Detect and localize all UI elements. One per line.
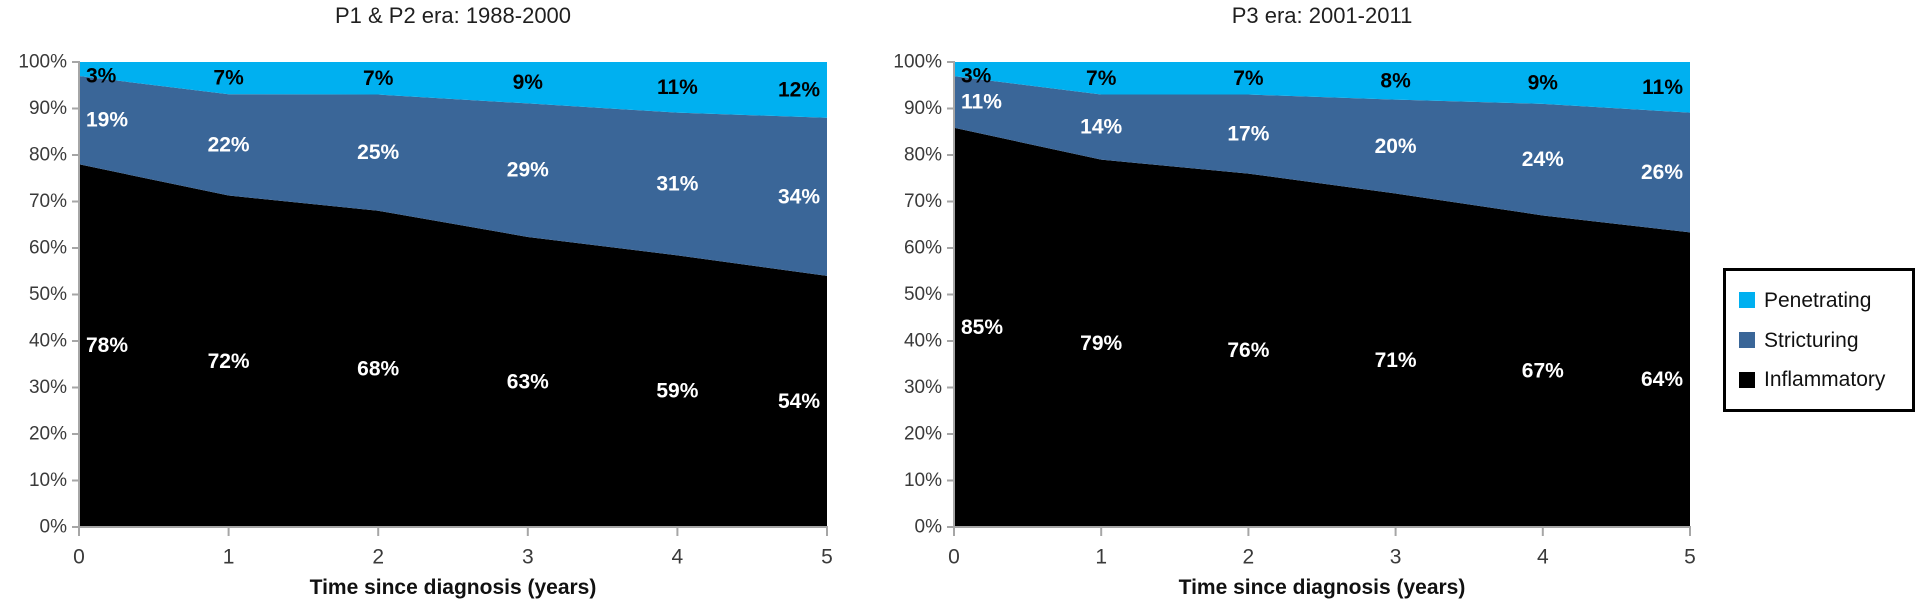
data-label-inflammatory: 64% bbox=[1641, 368, 1683, 391]
data-label-penetrating: 9% bbox=[513, 71, 544, 94]
y-tick-label: 100% bbox=[18, 52, 67, 73]
data-label-stricturing: 17% bbox=[1227, 123, 1269, 146]
data-label-stricturing: 19% bbox=[86, 109, 128, 132]
y-tick-label: 10% bbox=[29, 470, 67, 491]
legend-label: Inflammatory bbox=[1764, 368, 1886, 392]
x-tick-label: 0 bbox=[73, 546, 85, 569]
data-label-inflammatory: 76% bbox=[1227, 339, 1269, 362]
data-label-penetrating: 7% bbox=[1233, 67, 1264, 90]
data-label-inflammatory: 79% bbox=[1080, 332, 1122, 355]
x-tick-label: 5 bbox=[821, 546, 833, 569]
data-label-stricturing: 14% bbox=[1080, 116, 1122, 139]
x-tick-label: 3 bbox=[522, 546, 534, 569]
y-tick-label: 50% bbox=[904, 284, 942, 305]
data-label-penetrating: 8% bbox=[1380, 69, 1411, 92]
data-label-penetrating: 11% bbox=[657, 76, 698, 99]
area-inflammatory bbox=[79, 164, 827, 528]
area-inflammatory bbox=[954, 127, 1690, 528]
x-tick-label: 2 bbox=[372, 546, 384, 569]
y-tick-label: 60% bbox=[29, 238, 67, 259]
data-label-penetrating: 9% bbox=[1528, 71, 1559, 94]
x-tick-label: 5 bbox=[1684, 546, 1696, 569]
data-label-penetrating: 7% bbox=[213, 67, 244, 90]
data-label-inflammatory: 54% bbox=[778, 390, 820, 413]
y-tick-label: 20% bbox=[904, 424, 942, 445]
data-label-stricturing: 29% bbox=[507, 159, 549, 182]
chart-title-right: P3 era: 2001-2011 bbox=[1231, 3, 1413, 28]
x-tick-label: 0 bbox=[948, 546, 960, 569]
area-stricturing bbox=[954, 76, 1690, 233]
chart-title-left: P1 & P2 era: 1988-2000 bbox=[334, 3, 572, 28]
legend-item-inflammatory: Inflammatory bbox=[1739, 369, 1912, 390]
area-stricturing bbox=[79, 75, 827, 276]
data-label-penetrating: 12% bbox=[778, 78, 820, 101]
data-label-inflammatory: 59% bbox=[656, 380, 698, 403]
y-tick-label: 80% bbox=[904, 145, 942, 166]
data-label-stricturing: 26% bbox=[1641, 161, 1683, 184]
x-tick-label: 3 bbox=[1390, 546, 1402, 569]
data-label-inflammatory: 72% bbox=[208, 350, 250, 373]
legend-item-stricturing: Stricturing bbox=[1739, 330, 1912, 351]
y-tick-label: 80% bbox=[29, 145, 67, 166]
stricturing-swatch-icon bbox=[1739, 332, 1755, 348]
legend: Penetrating Stricturing Inflammatory bbox=[1723, 268, 1915, 412]
data-label-penetrating: 7% bbox=[1086, 67, 1117, 90]
data-label-penetrating: 11% bbox=[1642, 76, 1683, 99]
y-tick-label: 90% bbox=[904, 98, 942, 119]
data-label-inflammatory: 63% bbox=[507, 370, 549, 393]
data-label-penetrating: 3% bbox=[86, 65, 117, 88]
data-label-penetrating: 3% bbox=[961, 65, 992, 88]
y-tick-label: 40% bbox=[29, 331, 67, 352]
y-tick-label: 0% bbox=[915, 517, 943, 538]
y-tick-label: 60% bbox=[904, 238, 942, 259]
legend-item-penetrating: Penetrating bbox=[1739, 290, 1912, 311]
y-tick-label: 30% bbox=[904, 377, 942, 398]
x-tick-label: 1 bbox=[223, 546, 235, 569]
x-tick-label: 4 bbox=[1537, 546, 1549, 569]
y-tick-label: 0% bbox=[40, 517, 68, 538]
x-axis-title-right: Time since diagnosis (years) bbox=[1178, 576, 1466, 599]
data-label-inflammatory: 68% bbox=[357, 357, 399, 380]
data-label-inflammatory: 67% bbox=[1522, 360, 1564, 383]
y-tick-label: 70% bbox=[29, 191, 67, 212]
data-label-inflammatory: 78% bbox=[86, 334, 128, 357]
y-tick-label: 100% bbox=[893, 52, 942, 73]
data-label-inflammatory: 85% bbox=[961, 316, 1003, 339]
area-penetrating bbox=[954, 62, 1690, 113]
y-tick-label: 90% bbox=[29, 98, 67, 119]
data-label-stricturing: 31% bbox=[656, 173, 698, 196]
x-tick-label: 1 bbox=[1095, 546, 1107, 569]
y-tick-label: 40% bbox=[904, 331, 942, 352]
data-label-stricturing: 24% bbox=[1522, 148, 1564, 171]
x-tick-label: 2 bbox=[1243, 546, 1255, 569]
legend-label: Stricturing bbox=[1764, 328, 1859, 352]
y-tick-label: 70% bbox=[904, 191, 942, 212]
x-tick-label: 4 bbox=[672, 546, 684, 569]
data-label-stricturing: 22% bbox=[208, 133, 250, 156]
y-tick-label: 30% bbox=[29, 377, 67, 398]
inflammatory-swatch-icon bbox=[1739, 371, 1755, 388]
area-penetrating bbox=[79, 62, 827, 118]
data-label-stricturing: 34% bbox=[778, 185, 820, 208]
data-label-penetrating: 7% bbox=[363, 67, 394, 90]
penetrating-swatch-icon bbox=[1739, 292, 1755, 309]
y-tick-label: 10% bbox=[904, 470, 942, 491]
y-tick-label: 50% bbox=[29, 284, 67, 305]
y-tick-label: 20% bbox=[29, 424, 67, 445]
data-label-stricturing: 25% bbox=[357, 141, 399, 164]
x-axis-title-left: Time since diagnosis (years) bbox=[309, 576, 597, 599]
data-label-stricturing: 11% bbox=[961, 90, 1002, 113]
data-label-stricturing: 20% bbox=[1375, 135, 1417, 158]
legend-label: Penetrating bbox=[1764, 288, 1872, 312]
data-label-inflammatory: 71% bbox=[1375, 349, 1417, 372]
